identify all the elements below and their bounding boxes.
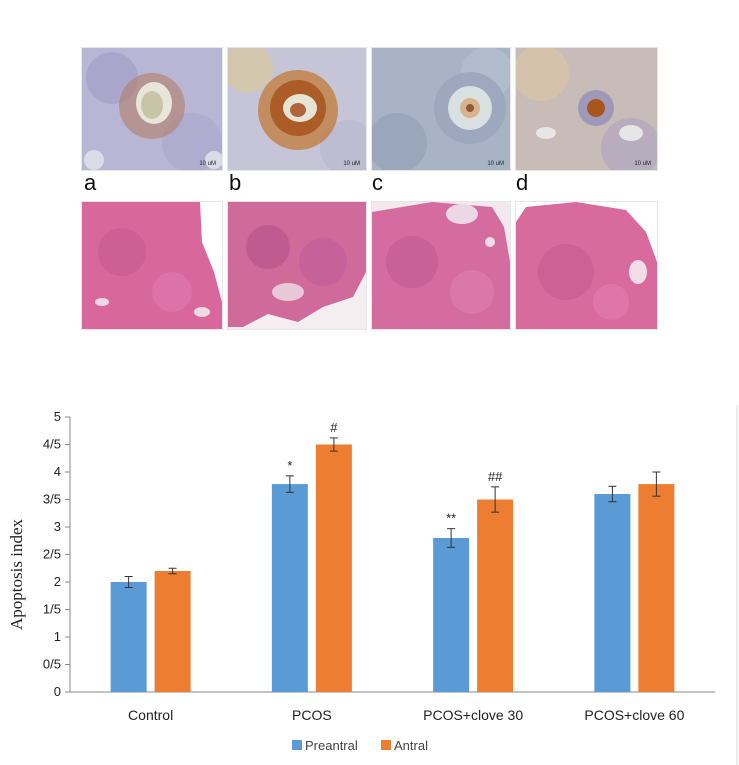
y-tick-label: 1/5 bbox=[43, 602, 61, 617]
x-category-label: PCOS+clove 60 bbox=[584, 707, 684, 723]
y-axis-label: Apoptosis index bbox=[7, 519, 26, 630]
y-tick-label: 2 bbox=[54, 574, 61, 589]
micrograph-a-ihc: 10 uM bbox=[81, 47, 223, 171]
legend: Preantral Antral bbox=[292, 738, 428, 753]
panel-letter-a: a bbox=[84, 170, 97, 195]
micrograph-d-ihc: 10 uM bbox=[515, 47, 658, 171]
bar-preantral bbox=[594, 494, 631, 692]
apoptosis-bar-chart: 0 0/5 1 1/5 2 2/5 3 3/5 4 4/5 5 * # ** ## Control PCOS… bbox=[7, 405, 738, 765]
micrograph-a-he bbox=[81, 201, 223, 330]
panel-letter-b: b bbox=[229, 170, 242, 195]
bar-antral bbox=[477, 499, 514, 692]
micrograph-d-he bbox=[515, 201, 658, 330]
x-category-label: PCOS bbox=[292, 707, 332, 723]
y-tick-label: 4 bbox=[54, 464, 61, 479]
significance-marker: # bbox=[330, 420, 338, 435]
bar-antral bbox=[315, 444, 352, 692]
significance-marker: ** bbox=[446, 511, 456, 526]
y-tick-label: 4/5 bbox=[43, 437, 61, 452]
y-tick-label: 0/5 bbox=[43, 657, 61, 672]
panel-letter-c: c bbox=[372, 170, 383, 195]
legend-label: Preantral bbox=[305, 738, 358, 753]
bar-preantral bbox=[433, 538, 470, 692]
micrograph-b-he bbox=[227, 201, 367, 330]
legend-label: Antral bbox=[394, 738, 428, 753]
micrograph-c-he bbox=[371, 201, 511, 330]
micrograph-b-ihc: 10 uM bbox=[227, 47, 367, 171]
scale-bar-label: 10 uM bbox=[199, 161, 216, 167]
bar-preantral bbox=[110, 582, 147, 692]
bar-antral bbox=[154, 571, 191, 692]
scale-bar-label: 10 uM bbox=[634, 161, 651, 167]
panel-letter-d: d bbox=[516, 170, 529, 195]
significance-marker: ## bbox=[488, 469, 503, 484]
significance-marker: * bbox=[287, 458, 292, 473]
legend-swatch bbox=[381, 740, 391, 750]
bar-preantral bbox=[271, 484, 308, 692]
x-category-label: PCOS+clove 30 bbox=[423, 707, 523, 723]
y-tick-label: 2/5 bbox=[43, 547, 61, 562]
y-tick-label: 1 bbox=[54, 629, 61, 644]
scale-bar-label: 10 uM bbox=[343, 161, 360, 167]
scale-bar-label: 10 uM bbox=[487, 161, 504, 167]
y-tick-label: 3/5 bbox=[43, 492, 61, 507]
y-tick-label: 5 bbox=[54, 409, 61, 424]
legend-swatch bbox=[292, 740, 302, 750]
micrograph-c-ihc: 10 uM bbox=[371, 47, 511, 171]
y-tick-label: 3 bbox=[54, 519, 61, 534]
bar-antral bbox=[638, 484, 675, 692]
x-category-label: Control bbox=[128, 707, 173, 723]
y-tick-label: 0 bbox=[54, 684, 61, 699]
